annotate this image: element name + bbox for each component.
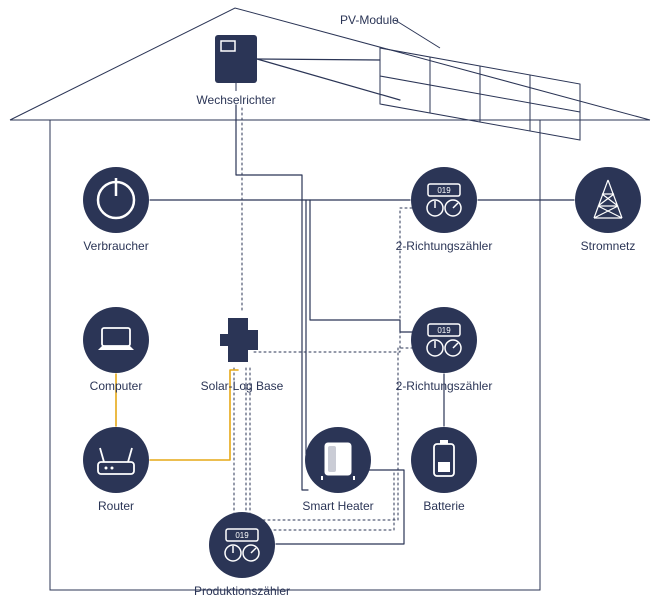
node-pv: PV-Module: [340, 13, 399, 27]
inverter-icon: [215, 35, 257, 91]
node-consumer: Verbraucher: [83, 167, 149, 253]
label-pv: PV-Module: [340, 13, 399, 27]
pv-module-icon: [380, 48, 580, 140]
node-meter1: 019 2-Richtungszähler: [396, 167, 493, 253]
label-grid: Stromnetz: [581, 239, 636, 253]
node-prodmeter: 019 Produktionszähler: [194, 512, 290, 598]
node-heater: Smart Heater: [302, 427, 373, 513]
label-solarlog: Solar-Log Base: [201, 379, 284, 393]
label-router: Router: [98, 499, 134, 513]
heater-icon: [322, 442, 354, 480]
node-inverter: Wechselrichter: [196, 93, 275, 107]
label-battery: Batterie: [423, 499, 465, 513]
node-computer: Computer: [83, 307, 149, 393]
label-heater: Smart Heater: [302, 499, 373, 513]
label-inverter: Wechselrichter: [196, 93, 275, 107]
node-battery: Batterie: [411, 427, 477, 513]
node-meter2: 019 2-Richtungszähler: [396, 307, 493, 393]
node-router: Router: [83, 427, 149, 513]
node-grid: Stromnetz: [575, 167, 641, 253]
label-computer: Computer: [90, 379, 143, 393]
svg-text:019: 019: [437, 326, 451, 335]
label-meter1: 2-Richtungszähler: [396, 239, 493, 253]
label-meter2: 2-Richtungszähler: [396, 379, 493, 393]
svg-text:019: 019: [437, 186, 451, 195]
node-solarlog: Solar-Log Base: [201, 318, 284, 393]
pv-label-connector: [395, 20, 440, 48]
solarlog-icon: [220, 318, 258, 362]
svg-text:019: 019: [235, 531, 249, 540]
label-consumer: Verbraucher: [83, 239, 148, 253]
label-prodmeter: Produktionszähler: [194, 584, 290, 598]
